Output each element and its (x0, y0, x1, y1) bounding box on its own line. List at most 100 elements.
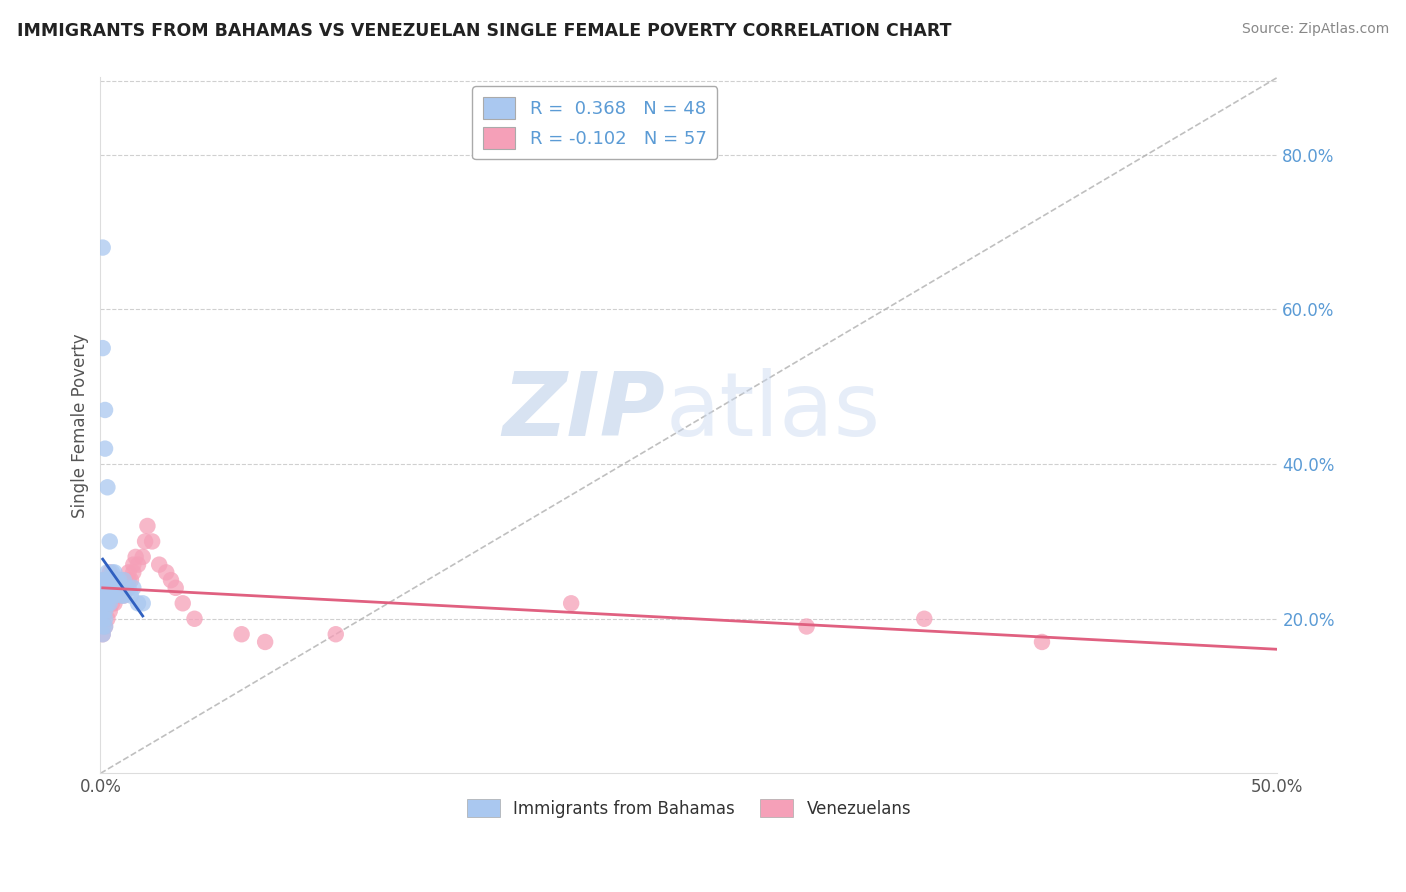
Point (112, 573, 135, 587)
Point (98, 566, 121, 580)
Point (98, 604, 121, 618)
Point (94, 604, 117, 618)
Point (103, 596, 125, 610)
Text: IMMIGRANTS FROM BAHAMAS VS VENEZUELAN SINGLE FEMALE POVERTY CORRELATION CHART: IMMIGRANTS FROM BAHAMAS VS VENEZUELAN SI… (17, 22, 952, 40)
Point (91, 341, 114, 355)
Point (127, 596, 149, 610)
Point (155, 566, 177, 580)
Point (91, 589, 114, 603)
Point (103, 589, 125, 603)
Point (120, 589, 142, 603)
Point (101, 573, 124, 587)
Point (98, 573, 121, 587)
Point (105, 573, 128, 587)
Point (94, 589, 117, 603)
Point (101, 566, 124, 580)
Point (112, 589, 135, 603)
Point (103, 581, 125, 595)
Point (108, 573, 131, 587)
Point (96, 589, 118, 603)
Point (91, 619, 114, 633)
Point (124, 549, 146, 564)
Point (172, 596, 194, 610)
Point (117, 566, 139, 580)
Point (91, 589, 114, 603)
Point (91, 596, 114, 610)
Point (91, 241, 114, 255)
Point (132, 596, 155, 610)
Point (96, 573, 118, 587)
Point (94, 619, 117, 633)
Point (115, 581, 138, 595)
Point (103, 573, 125, 587)
Point (127, 558, 149, 572)
Point (141, 534, 163, 549)
Text: Source: ZipAtlas.com: Source: ZipAtlas.com (1241, 22, 1389, 37)
Point (98, 589, 121, 603)
Point (105, 581, 128, 595)
Point (325, 627, 347, 641)
Text: atlas: atlas (665, 368, 880, 455)
Point (108, 573, 131, 587)
Point (98, 589, 121, 603)
Point (94, 581, 117, 595)
Point (134, 534, 156, 549)
Point (108, 589, 131, 603)
Point (96, 596, 118, 610)
Point (94, 589, 117, 603)
Point (91, 612, 114, 626)
Point (94, 596, 117, 610)
Point (112, 573, 135, 587)
Point (105, 589, 128, 603)
Point (231, 627, 253, 641)
Text: ZIP: ZIP (502, 368, 665, 455)
Point (96, 480, 118, 494)
Point (96, 581, 118, 595)
Point (117, 573, 139, 587)
Point (160, 573, 183, 587)
Point (98, 596, 121, 610)
Point (101, 589, 124, 603)
Point (94, 403, 117, 417)
Point (103, 589, 125, 603)
Point (136, 519, 159, 533)
Point (91, 612, 114, 626)
Point (108, 581, 131, 595)
Point (98, 581, 121, 595)
Point (98, 534, 121, 549)
Point (96, 612, 118, 626)
Point (1031, 635, 1053, 649)
Point (112, 589, 135, 603)
Point (91, 573, 114, 587)
Point (101, 596, 124, 610)
Point (132, 549, 155, 564)
Point (96, 596, 118, 610)
Point (254, 635, 277, 649)
Point (183, 612, 205, 626)
Point (101, 581, 124, 595)
Point (94, 619, 117, 633)
Point (94, 573, 117, 587)
Point (165, 581, 187, 595)
Point (120, 573, 142, 587)
Point (91, 604, 114, 618)
Point (94, 581, 117, 595)
Point (122, 581, 145, 595)
Point (94, 604, 117, 618)
Point (148, 558, 170, 572)
Point (94, 612, 117, 626)
Point (117, 581, 139, 595)
Point (103, 566, 125, 580)
Point (110, 581, 132, 595)
Point (912, 612, 935, 626)
Point (91, 573, 114, 587)
Legend: Immigrants from Bahamas, Venezuelans: Immigrants from Bahamas, Venezuelans (460, 793, 918, 824)
Point (105, 581, 128, 595)
Point (96, 566, 118, 580)
Point (91, 627, 114, 641)
Point (94, 442, 117, 456)
Point (101, 581, 124, 595)
Point (796, 619, 818, 633)
Point (110, 589, 132, 603)
Point (91, 627, 114, 641)
